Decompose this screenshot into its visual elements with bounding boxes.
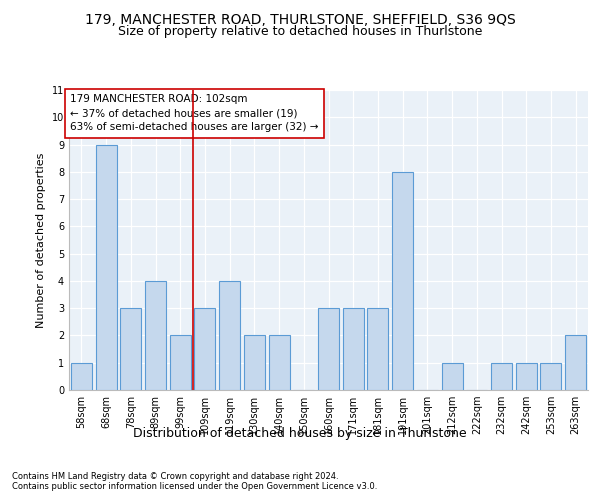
Bar [442, 362, 463, 390]
Text: 179 MANCHESTER ROAD: 102sqm
← 37% of detached houses are smaller (19)
63% of sem: 179 MANCHESTER ROAD: 102sqm ← 37% of det… [70, 94, 319, 132]
Bar [194, 308, 215, 390]
Text: Size of property relative to detached houses in Thurlstone: Size of property relative to detached ho… [118, 25, 482, 38]
Bar [120, 308, 141, 390]
Bar [343, 308, 364, 390]
Bar [565, 336, 586, 390]
Bar [491, 362, 512, 390]
Bar [71, 362, 92, 390]
Bar [244, 336, 265, 390]
Text: 179, MANCHESTER ROAD, THURLSTONE, SHEFFIELD, S36 9QS: 179, MANCHESTER ROAD, THURLSTONE, SHEFFI… [85, 12, 515, 26]
Bar [392, 172, 413, 390]
Text: Contains public sector information licensed under the Open Government Licence v3: Contains public sector information licen… [12, 482, 377, 491]
Text: Distribution of detached houses by size in Thurlstone: Distribution of detached houses by size … [133, 428, 467, 440]
Text: Contains HM Land Registry data © Crown copyright and database right 2024.: Contains HM Land Registry data © Crown c… [12, 472, 338, 481]
Bar [145, 281, 166, 390]
Y-axis label: Number of detached properties: Number of detached properties [37, 152, 46, 328]
Bar [367, 308, 388, 390]
Bar [541, 362, 562, 390]
Bar [516, 362, 537, 390]
Bar [318, 308, 339, 390]
Bar [219, 281, 240, 390]
Bar [95, 144, 116, 390]
Bar [170, 336, 191, 390]
Bar [269, 336, 290, 390]
